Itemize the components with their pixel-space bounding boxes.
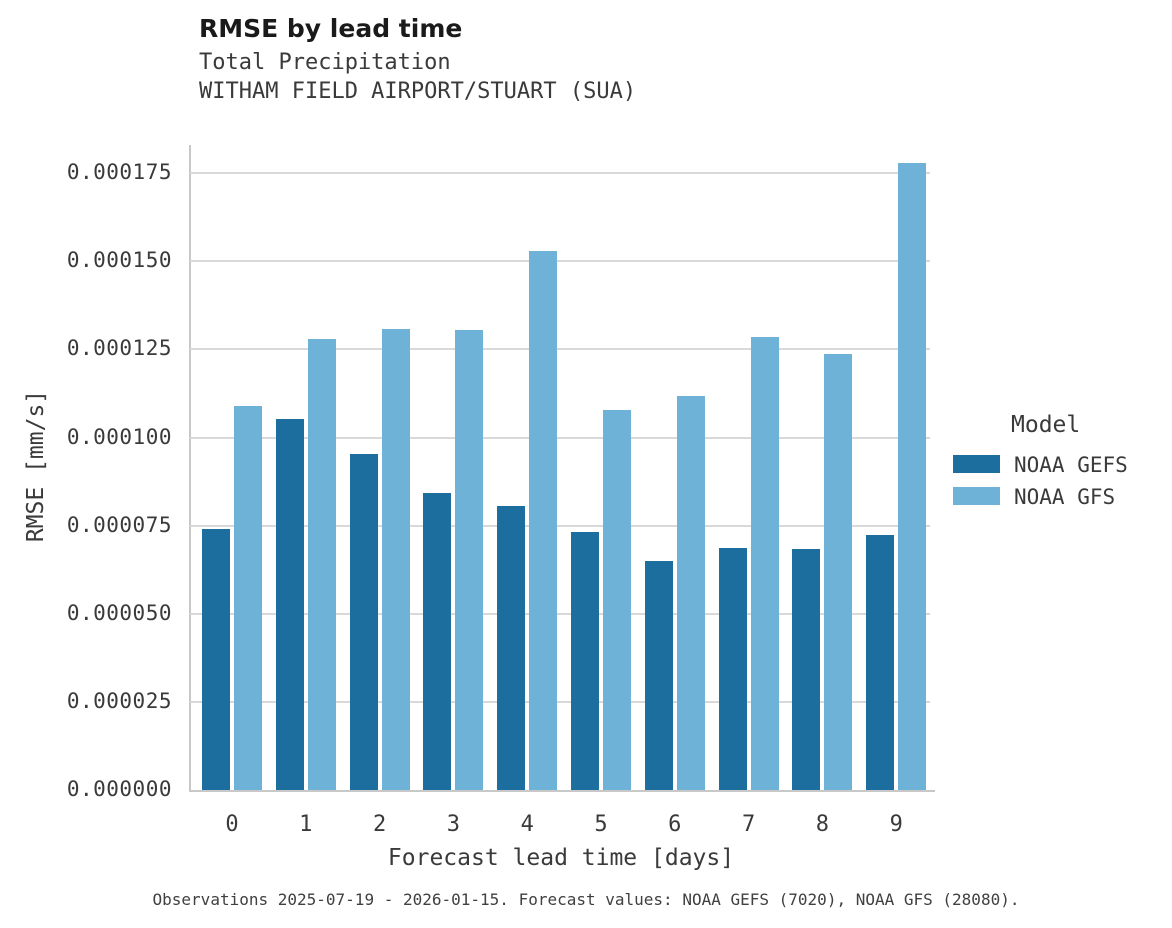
chart-subtitle-station: WITHAM FIELD AIRPORT/STUART (SUA) [199,79,637,104]
gridline-0.00015 [190,260,930,263]
x-tick-label-7: 7 [741,812,756,837]
y-tick-label-0.000075: 0.000075 [66,512,172,537]
chart-subtitle-variable: Total Precipitation [199,50,451,75]
bar-noaa-gefs-lead-3 [423,492,452,790]
bar-noaa-gefs-lead-4 [497,505,526,790]
bar-noaa-gfs-lead-7 [750,337,779,790]
x-tick-label-5: 5 [594,812,608,837]
chart-title: RMSE by lead time [199,14,463,43]
bar-noaa-gfs-lead-0 [234,406,262,790]
y-tick-label-0.000025: 0.000025 [66,688,172,713]
x-tick-label-6: 6 [668,812,682,837]
legend-swatch-noaa-gfs [953,487,1000,505]
gridline-0.000075 [190,524,930,527]
gridline-0.000125 [190,348,930,351]
x-tick-label-2: 2 [372,812,387,837]
x-tick-label-8: 8 [815,812,830,837]
gridline-0.00005 [190,612,930,615]
legend-label-noaa-gefs: NOAA GEFS [1014,453,1128,477]
y-tick-label-0.000050: 0.000050 [66,600,172,625]
bar-noaa-gfs-lead-6 [676,396,705,790]
bar-noaa-gfs-lead-3 [455,330,484,790]
y-tick-label-0.000175: 0.000175 [66,160,172,185]
y-tick-label-0.000000: 0.000000 [66,777,172,801]
bar-noaa-gefs-lead-9 [866,535,895,790]
y-tick-label-0.000150: 0.000150 [66,248,172,273]
bar-noaa-gefs-lead-1 [275,418,304,790]
bar-noaa-gfs-lead-4 [529,250,558,790]
plot-area [190,145,932,790]
bar-noaa-gfs-lead-9 [898,163,927,790]
x-tick-label-1: 1 [299,812,313,837]
y-tick-label-0.000125: 0.000125 [66,336,172,361]
bar-noaa-gefs-lead-2 [349,454,378,790]
bar-noaa-gefs-lead-8 [792,549,821,790]
bar-noaa-gfs-lead-1 [307,338,336,790]
x-tick-label-4: 4 [520,812,534,837]
legend-swatch-noaa-gefs [953,455,1000,473]
legend-title: Model [1011,412,1081,438]
bar-noaa-gfs-lead-2 [381,328,410,790]
bar-noaa-gefs-lead-6 [644,560,673,790]
legend-label-noaa-gfs: NOAA GFS [1014,485,1116,509]
gridline-0.0001 [190,436,930,439]
gridline-0.000175 [190,172,930,175]
x-axis-spine [189,790,935,792]
y-axis-spine [189,145,191,792]
x-axis-label: Forecast lead time [days] [387,845,735,871]
bar-noaa-gefs-lead-0 [202,529,230,790]
x-tick-label-3: 3 [446,812,461,837]
x-tick-label-9: 9 [889,812,903,837]
gridline-0.000025 [190,700,930,703]
bar-noaa-gfs-lead-8 [824,354,853,790]
bar-noaa-gefs-lead-5 [571,532,599,790]
footnote-caption: Observations 2025-07-19 - 2026-01-15. Fo… [152,890,1020,909]
bar-noaa-gefs-lead-7 [718,547,747,790]
y-tick-label-0.000100: 0.000100 [66,424,172,449]
x-tick-label-0: 0 [225,812,239,837]
bar-noaa-gfs-lead-5 [603,409,631,790]
